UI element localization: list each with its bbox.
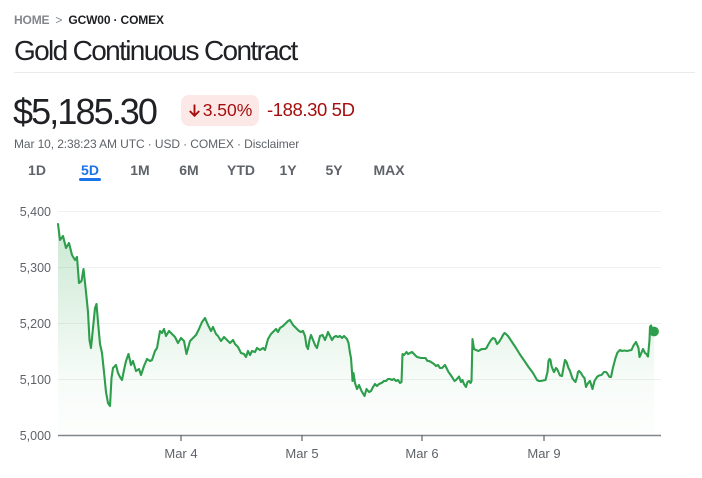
svg-text:Mar 4: Mar 4: [164, 446, 197, 461]
svg-text:Mar 5: Mar 5: [285, 446, 318, 461]
svg-text:Mar 6: Mar 6: [405, 446, 438, 461]
svg-text:5,000: 5,000: [20, 429, 51, 443]
svg-text:5,400: 5,400: [20, 205, 51, 219]
svg-text:5,300: 5,300: [20, 261, 51, 275]
svg-text:5,200: 5,200: [20, 317, 51, 331]
svg-text:5,100: 5,100: [20, 373, 51, 387]
svg-text:Mar 9: Mar 9: [527, 446, 560, 461]
